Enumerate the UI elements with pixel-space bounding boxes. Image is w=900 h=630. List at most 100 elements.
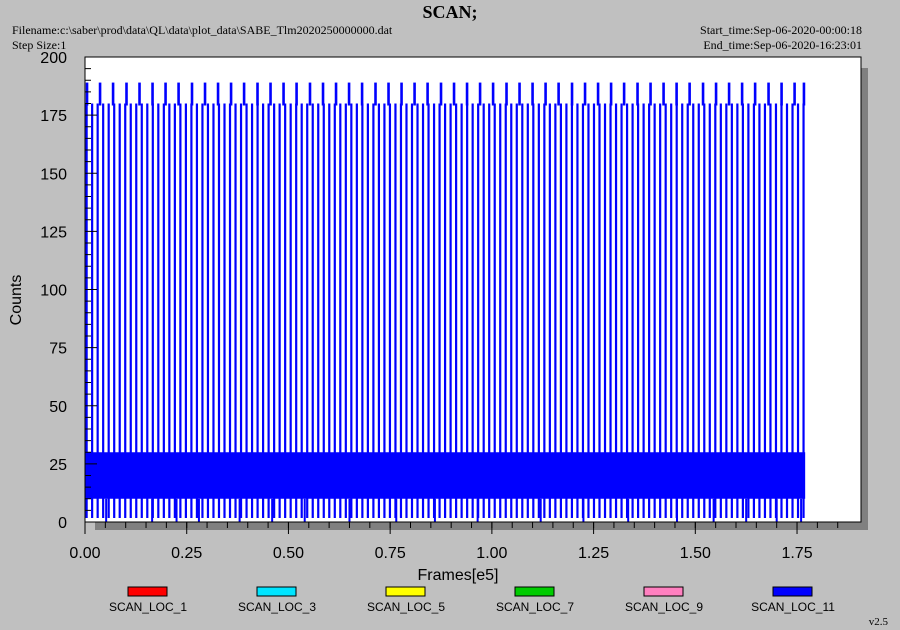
tall-spike-bar bbox=[557, 82, 560, 106]
spike-bar bbox=[377, 103, 381, 518]
dip-mark bbox=[348, 498, 351, 522]
spike-bar bbox=[339, 103, 342, 518]
dip-mark bbox=[745, 498, 748, 522]
spike-bar bbox=[603, 103, 607, 518]
spike-bar bbox=[455, 103, 458, 518]
dip-mark bbox=[271, 498, 274, 522]
spike-bar bbox=[510, 103, 513, 518]
spike-bar bbox=[388, 103, 392, 518]
spike-bar bbox=[372, 103, 375, 518]
dip-mark bbox=[712, 498, 715, 522]
spike-bar bbox=[190, 103, 193, 518]
tall-spike-bar bbox=[675, 82, 678, 106]
spike-bar bbox=[785, 103, 789, 518]
tall-spike-bar bbox=[177, 82, 180, 106]
spike-bar bbox=[609, 103, 612, 518]
end-time-text: End_time:Sep-06-2020-16:23:01 bbox=[703, 38, 862, 52]
spike-bar bbox=[399, 103, 403, 518]
spike-bar bbox=[681, 103, 684, 518]
spike-bar bbox=[438, 103, 441, 518]
tall-spike-bar bbox=[308, 82, 312, 106]
spike-bar bbox=[714, 103, 717, 518]
spike-bar bbox=[129, 103, 132, 518]
tall-spike-bar bbox=[138, 82, 141, 106]
tall-spike-bar bbox=[98, 82, 102, 106]
spike-bar bbox=[256, 103, 259, 518]
spike-bar bbox=[201, 103, 204, 518]
dip-mark bbox=[627, 498, 630, 522]
legend-label: SCAN_LOC_3 bbox=[238, 600, 316, 614]
x-axis-title: Frames[e5] bbox=[418, 567, 499, 584]
spike-bar bbox=[758, 103, 761, 518]
filename-text: Filename:c:\saber\prod\data\QL\data\plot… bbox=[12, 23, 393, 37]
tall-spike-bar bbox=[465, 82, 469, 106]
spike-bar bbox=[311, 103, 314, 518]
spike-bar bbox=[179, 103, 182, 518]
dip-mark bbox=[582, 498, 585, 522]
legend-swatch bbox=[256, 586, 297, 597]
spike-bar bbox=[184, 103, 187, 518]
spike-bar bbox=[780, 103, 783, 518]
dip-mark bbox=[433, 498, 436, 522]
spike-bar bbox=[85, 103, 88, 518]
spike-bar bbox=[239, 103, 243, 518]
spike-bar bbox=[659, 103, 662, 518]
spike-bar bbox=[796, 103, 800, 518]
spike-bar bbox=[261, 103, 265, 518]
x-tick-label: 0.25 bbox=[171, 545, 202, 562]
spike-bar bbox=[763, 103, 767, 518]
spike-bar bbox=[135, 103, 138, 518]
tall-spike-bar bbox=[478, 82, 482, 106]
spike-bar bbox=[719, 103, 722, 518]
spike-bar bbox=[620, 103, 623, 518]
spike-bar bbox=[488, 103, 491, 518]
tall-spike-bar bbox=[282, 82, 285, 106]
spike-bar bbox=[234, 103, 237, 518]
start-time-text: Start_time:Sep-06-2020-00:00:18 bbox=[700, 23, 862, 37]
x-axis: 0.00 0.25 0.50 0.75 1.00 1.25 1.50 1.75 bbox=[69, 521, 861, 562]
x-tick-label: 1.50 bbox=[680, 545, 711, 562]
spike-bar bbox=[206, 103, 210, 518]
spike-bar bbox=[493, 103, 496, 518]
tall-spike-bar bbox=[583, 82, 587, 106]
tall-spike-bar bbox=[125, 82, 128, 106]
file-info: Filename:c:\saber\prod\data\QL\data\plot… bbox=[12, 23, 392, 53]
spike-bar bbox=[637, 103, 640, 518]
tall-spike-bar bbox=[242, 82, 246, 106]
tall-spike-bar bbox=[374, 82, 377, 106]
spike-bar bbox=[730, 103, 733, 518]
time-info: Start_time:Sep-06-2020-00:00:18 End_time… bbox=[700, 23, 862, 53]
spike-bar bbox=[410, 103, 414, 518]
dip-mark bbox=[151, 498, 154, 522]
x-tick-label: 1.25 bbox=[578, 545, 609, 562]
spike-bar bbox=[466, 103, 469, 518]
y-tick-label: 125 bbox=[40, 224, 67, 241]
tall-spike-bar bbox=[701, 82, 705, 106]
spike-bar bbox=[686, 103, 689, 518]
chart-title: SCAN; bbox=[422, 2, 478, 22]
spike-bar bbox=[245, 103, 248, 518]
spike-bar bbox=[333, 103, 336, 518]
spike-bar bbox=[317, 103, 320, 518]
y-axis: 0 25 50 75 100 125 150 175 200 bbox=[40, 50, 97, 532]
tall-spike-bar bbox=[596, 82, 600, 106]
tall-spike-bar bbox=[544, 82, 547, 106]
tall-spike-bar bbox=[334, 82, 338, 106]
dip-mark bbox=[197, 498, 200, 522]
legend-swatch bbox=[127, 586, 168, 597]
spike-bar bbox=[631, 103, 634, 518]
dip-mark bbox=[539, 498, 542, 522]
spike-bar bbox=[124, 103, 127, 518]
spike-bar bbox=[477, 103, 480, 518]
spike-bar bbox=[642, 103, 645, 518]
tall-spike-bar bbox=[347, 82, 351, 106]
spike-bar bbox=[421, 103, 425, 518]
spike-bar bbox=[217, 103, 221, 518]
spike-bar bbox=[405, 103, 408, 518]
spike-bar bbox=[752, 103, 756, 518]
tall-spike-bar bbox=[413, 82, 416, 106]
spike-marks bbox=[85, 82, 806, 522]
spike-bar bbox=[559, 103, 562, 518]
spike-bar bbox=[537, 103, 540, 518]
spike-bar bbox=[675, 103, 678, 518]
